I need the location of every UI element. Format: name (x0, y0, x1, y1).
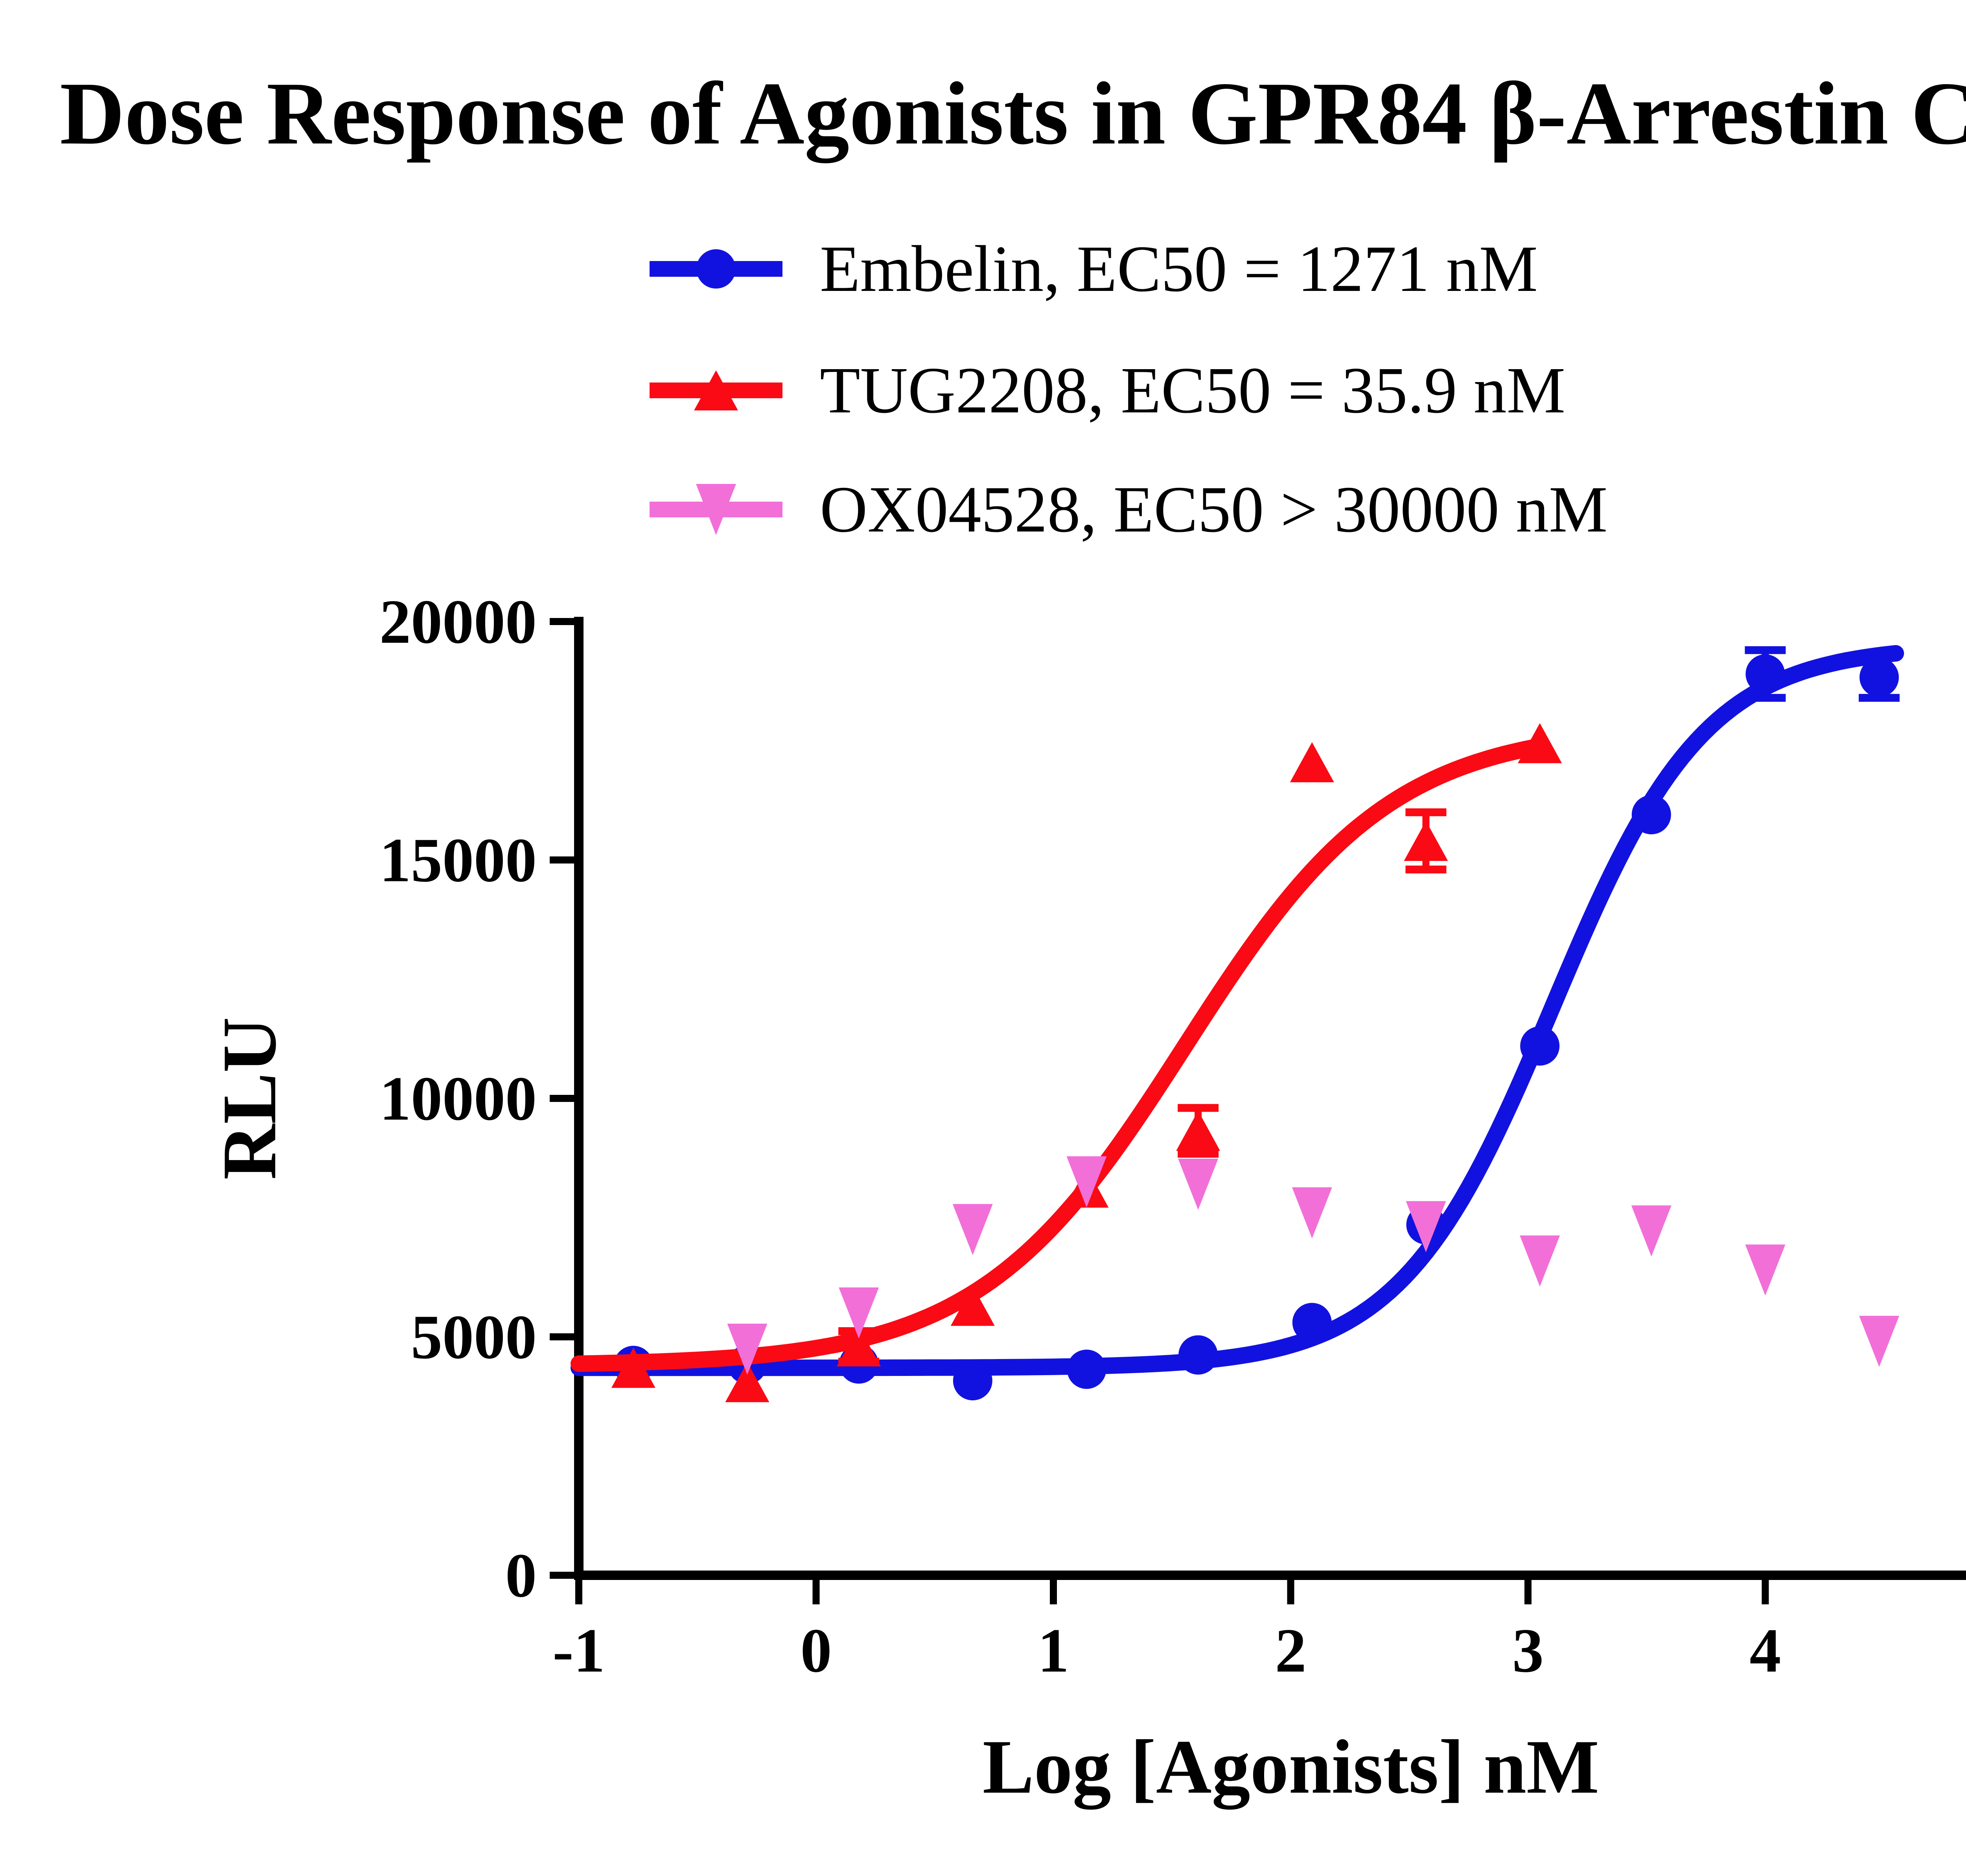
legend-marker-triangle-up (694, 370, 738, 410)
y-tick-label: 10000 (379, 1063, 537, 1133)
plot-area (571, 645, 1904, 1402)
data-point-triangle-up (1518, 723, 1562, 763)
y-tick-label: 20000 (379, 587, 537, 657)
chart-title: Dose Response of Agonists in GPR84 β-Arr… (60, 64, 1966, 164)
data-point-triangle-down (1178, 1159, 1219, 1210)
data-point-triangle-down (839, 1287, 879, 1339)
data-point-circle (1292, 1303, 1332, 1343)
data-point-circle (1520, 1026, 1560, 1066)
legend-label-ox04528: OX04528, EC50 > 30000 nM (820, 473, 1607, 546)
legend-swatch-ox04528 (650, 484, 782, 535)
x-tick-label: -1 (552, 1615, 605, 1685)
data-point-triangle-up (950, 1286, 995, 1326)
y-tick-label: 0 (505, 1540, 537, 1610)
data-point-circle (953, 1361, 992, 1401)
legend-swatches (650, 249, 782, 535)
data-point-triangle-down (1631, 1205, 1671, 1257)
x-tick-label: 0 (801, 1615, 832, 1685)
fit-curve-embelin (571, 645, 1904, 1376)
data-point-triangle-down (1859, 1316, 1900, 1367)
data-point-circle (1631, 795, 1671, 835)
data-point-triangle-up (1176, 1111, 1220, 1151)
legend-marker-circle (696, 249, 736, 289)
x-tick-label: 1 (1038, 1615, 1069, 1685)
data-point-circle (1178, 1335, 1218, 1375)
data-point-triangle-up (1404, 820, 1448, 861)
data-point-triangle-down (952, 1204, 993, 1255)
x-tick-label: 2 (1275, 1615, 1307, 1685)
data-point-triangle-down (1292, 1187, 1332, 1239)
legend-label-tug2208: TUG2208, EC50 = 35.9 nM (820, 354, 1565, 427)
fit-curve-tug2208 (571, 738, 1548, 1372)
data-point-triangle-down (1520, 1235, 1560, 1287)
data-point-circle (1067, 1349, 1106, 1389)
y-axis-title: RLU (207, 1017, 292, 1180)
data-point-triangle-down (727, 1324, 768, 1375)
data-point-triangle-up (725, 1362, 769, 1402)
data-point-triangle-down (1745, 1244, 1786, 1296)
y-tick-label: 5000 (411, 1302, 537, 1372)
x-tick-label: 4 (1750, 1615, 1781, 1685)
data-point-triangle-up (837, 1326, 881, 1367)
legend: Embelin, EC50 = 1271 nM TUG2208, EC50 = … (650, 232, 1607, 546)
data-point-circle (1859, 657, 1899, 697)
series-tug2208 (571, 723, 1562, 1402)
data-point-triangle-down (1406, 1201, 1446, 1253)
legend-swatch-embelin (650, 249, 782, 289)
legend-swatch-tug2208 (650, 370, 782, 410)
x-tick-label: 3 (1512, 1615, 1544, 1685)
series-embelin (571, 645, 1904, 1401)
data-point-triangle-down (1066, 1156, 1107, 1208)
legend-marker-triangle-down (696, 484, 736, 535)
series-ox04528 (727, 1156, 1900, 1375)
y-tick-label: 15000 (379, 825, 537, 895)
data-point-triangle-up (611, 1348, 655, 1388)
legend-label-embelin: Embelin, EC50 = 1271 nM (820, 232, 1538, 305)
data-point-triangle-up (1290, 742, 1334, 782)
data-point-circle (1745, 654, 1785, 694)
x-axis-title: Log [Agonists] nM (983, 1724, 1599, 1810)
